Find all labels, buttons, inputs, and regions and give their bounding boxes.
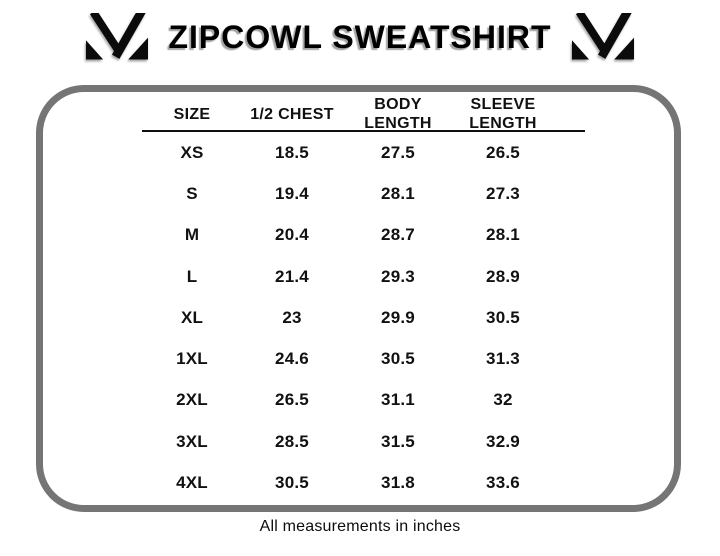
table-row-2xl: 2XL 26.5 31.1 32	[142, 380, 585, 421]
half-chest-cell: 28.5	[275, 431, 309, 451]
table-row-xl: XL 23 29.9 30.5	[142, 297, 585, 338]
half-chest-cell: 18.5	[275, 142, 309, 162]
body-length-cell: 28.7	[381, 225, 415, 245]
size-cell: XL	[180, 307, 204, 327]
half-chest-cell: 20.4	[275, 225, 309, 245]
table-row-4xl: 4XL 30.5 31.8 33.6	[142, 462, 585, 503]
table-row-1xl: 1XL 24.6 30.5 31.3	[142, 338, 585, 379]
table-row-m: M 20.4 28.7 28.1	[142, 215, 585, 256]
size-cell: XS	[180, 142, 204, 162]
brand-m-logo-left-icon	[84, 13, 150, 61]
brand-m-logo-right-icon	[570, 13, 636, 61]
measurements-unit-note: All measurements in inches	[259, 518, 461, 535]
half-chest-cell: 21.4	[275, 266, 309, 286]
body-length-cell: 31.5	[381, 431, 415, 451]
sleeve-length-cell: 28.1	[486, 225, 520, 245]
sleeve-length-cell: 27.3	[486, 183, 520, 203]
body-length-cell: 31.8	[381, 473, 415, 493]
size-cell: S	[186, 183, 198, 203]
sleeve-length-cell: 26.5	[486, 142, 520, 162]
page-title: ZIPCOWL SWEATSHIRT	[168, 18, 552, 55]
table-row-3xl: 3XL 28.5 31.5 32.9	[142, 421, 585, 462]
half-chest-cell: 23	[282, 307, 302, 327]
table-header-row: SIZE 1/2 CHEST BODY LENGTH SLEEVE LENGTH	[142, 95, 585, 132]
half-chest-cell: 26.5	[275, 390, 309, 410]
table-row-s: S 19.4 28.1 27.3	[142, 173, 585, 214]
half-chest-cell: 30.5	[275, 473, 309, 493]
size-chart-frame	[36, 85, 681, 512]
size-cell: M	[184, 225, 200, 245]
sleeve-length-cell: 31.3	[486, 349, 520, 369]
title-bar: ZIPCOWL SWEATSHIRT	[0, 8, 720, 66]
size-cell: 3XL	[176, 431, 208, 451]
table-row-xs: XS 18.5 27.5 26.5	[142, 132, 585, 173]
table-row-l: L 21.4 29.3 28.9	[142, 256, 585, 297]
sleeve-length-cell: 28.9	[486, 266, 520, 286]
column-header-half-chest: 1/2 CHEST	[250, 105, 334, 123]
half-chest-cell: 24.6	[275, 349, 309, 369]
sleeve-length-cell: 30.5	[486, 307, 520, 327]
size-chart-table: SIZE 1/2 CHEST BODY LENGTH SLEEVE LENGTH X…	[142, 95, 585, 504]
half-chest-cell: 19.4	[275, 183, 309, 203]
size-cell: 4XL	[176, 473, 208, 493]
size-cell: L	[186, 266, 198, 286]
body-length-cell: 31.1	[381, 390, 415, 410]
column-header-body-length: BODY LENGTH	[364, 96, 432, 133]
sleeve-length-cell: 33.6	[486, 473, 520, 493]
column-header-sleeve-length: SLEEVE LENGTH	[469, 96, 537, 133]
sleeve-length-cell: 32	[493, 390, 513, 410]
body-length-cell: 29.9	[381, 307, 415, 327]
sleeve-length-cell: 32.9	[486, 431, 520, 451]
body-length-cell: 28.1	[381, 183, 415, 203]
table-body: XS 18.5 27.5 26.5 S 19.4 28.1 27.3 M 20.…	[142, 132, 585, 504]
size-cell: 1XL	[176, 349, 208, 369]
body-length-cell: 27.5	[381, 142, 415, 162]
size-cell: 2XL	[176, 390, 208, 410]
column-header-size: SIZE	[173, 105, 211, 123]
body-length-cell: 29.3	[381, 266, 415, 286]
body-length-cell: 30.5	[381, 349, 415, 369]
